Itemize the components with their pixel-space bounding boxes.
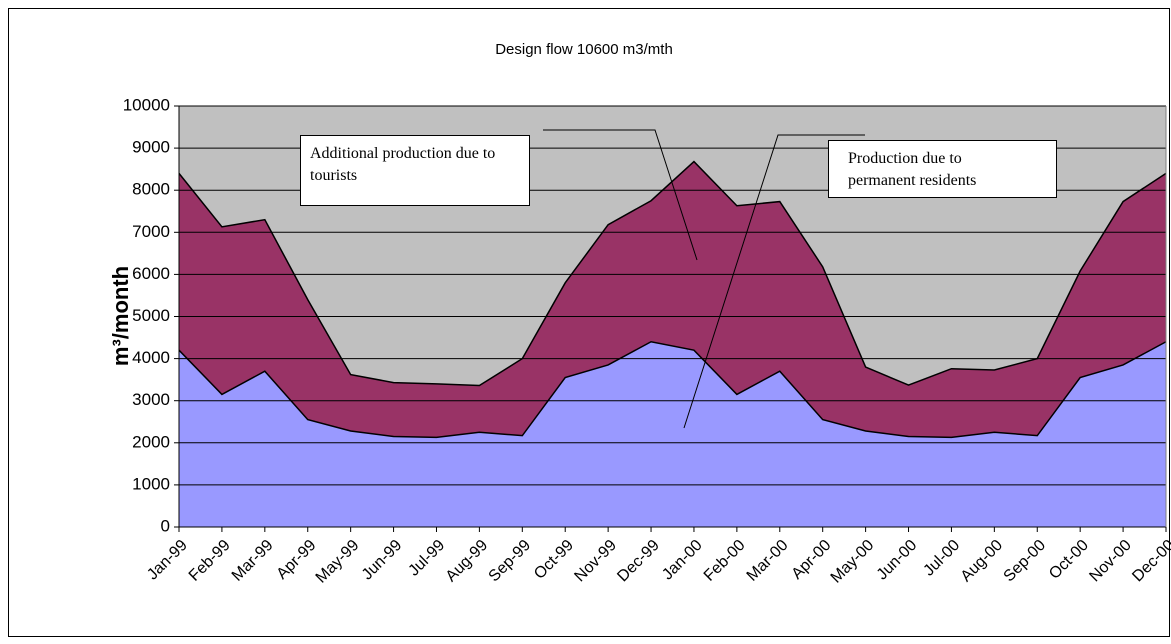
- area-edge: [178, 160, 1167, 387]
- annotation-text: Production due to permanent residents: [848, 150, 977, 189]
- y-tick-label: 2000: [132, 432, 170, 451]
- y-tick-label: 6000: [132, 264, 170, 283]
- y-tick-label: 9000: [132, 138, 170, 157]
- leader-line: [683, 134, 865, 429]
- y-tick-label: 10000: [123, 95, 170, 114]
- y-axis-label: m³/month: [108, 266, 133, 366]
- y-tick-label: 0: [161, 516, 170, 535]
- annotation: Production due to permanent residents: [848, 150, 977, 189]
- y-tick-label: 8000: [132, 180, 170, 199]
- annotation-box: [828, 140, 1057, 198]
- leader-line: [543, 129, 698, 261]
- y-tick-label: 1000: [132, 474, 170, 493]
- y-tick-label: 3000: [132, 390, 170, 409]
- annotation: Additional production due to tourists: [310, 145, 496, 184]
- y-tick-label: 4000: [132, 348, 170, 367]
- area-edge: [178, 340, 1167, 439]
- annotations: Additional production due to tourists Pr…: [300, 129, 1057, 429]
- annotation-box: [300, 135, 530, 206]
- area-fill: [179, 341, 1166, 527]
- y-tick-label: 7000: [132, 222, 170, 241]
- annotation-text: Additional production due to tourists: [310, 145, 496, 184]
- area-fill: [179, 161, 1166, 438]
- chart-title: Design flow 10600 m3/mth: [495, 41, 673, 58]
- y-tick-label: 5000: [132, 306, 170, 325]
